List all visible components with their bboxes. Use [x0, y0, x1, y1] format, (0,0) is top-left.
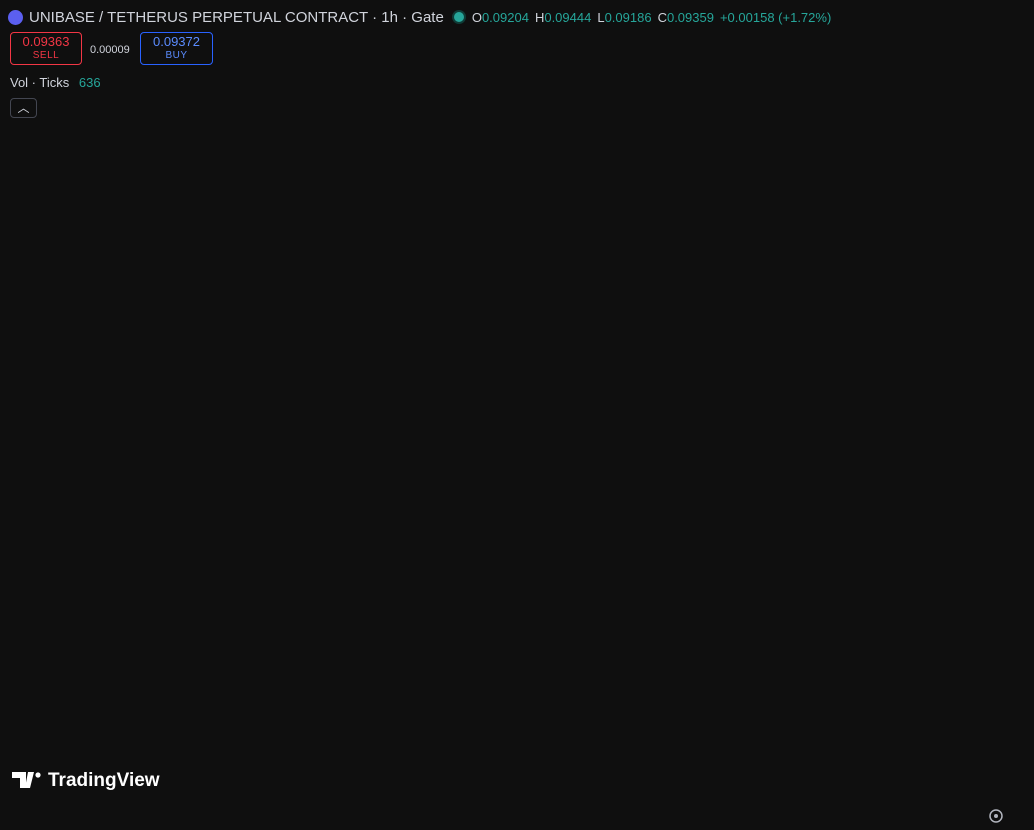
ohlc-label: C — [657, 9, 667, 25]
status-dot — [453, 12, 464, 22]
settings-center[interactable] — [994, 814, 998, 818]
ohlc-value: 0.09204 — [481, 9, 529, 25]
ohlc-value: 0.09444 — [544, 9, 592, 25]
sell-button[interactable]: 0.09363 SELL — [10, 32, 82, 65]
change: +0.00158 (+1.72%) — [719, 9, 832, 25]
brand-icon — [12, 772, 34, 788]
volume-title: Vol · Ticks — [10, 75, 70, 90]
symbol-title: UNIBASE / TETHERUS PERPETUAL CONTRACT · … — [29, 8, 444, 26]
ohlc-label: H — [534, 9, 545, 25]
buy-price[interactable]: 0.09372 — [153, 34, 200, 49]
settings-icon[interactable] — [989, 809, 1003, 823]
ohlc-value: 0.09359 — [666, 9, 714, 25]
brand-text: TradingView — [48, 770, 160, 791]
sell-label[interactable]: SELL — [32, 50, 60, 61]
ohlc-value: 0.09186 — [604, 9, 652, 25]
symbol-icon — [8, 9, 23, 25]
legend-header: UNIBASE / TETHERUS PERPETUAL CONTRACT · … — [8, 8, 831, 26]
brand-logo: TradingView — [12, 770, 160, 791]
ohlc-label: O — [471, 9, 482, 25]
ohlc-label: L — [597, 9, 605, 25]
ohlc-values: O0.09204 H0.09444 L0.09186 C0.09359 +0.00158… — [472, 10, 831, 25]
brand-icon-dot — [35, 772, 41, 778]
buy-button[interactable]: 0.09372 BUY — [140, 32, 213, 65]
settings-gear[interactable] — [989, 809, 1003, 823]
collapse-button[interactable]: ︿ — [10, 98, 37, 118]
buy-label[interactable]: BUY — [165, 50, 188, 61]
volume-value: 636 — [78, 75, 101, 90]
spread: 0.00009 — [90, 44, 130, 56]
volume-legend: Vol · Ticks 636 — [10, 75, 101, 90]
sell-price[interactable]: 0.09363 — [22, 34, 70, 49]
